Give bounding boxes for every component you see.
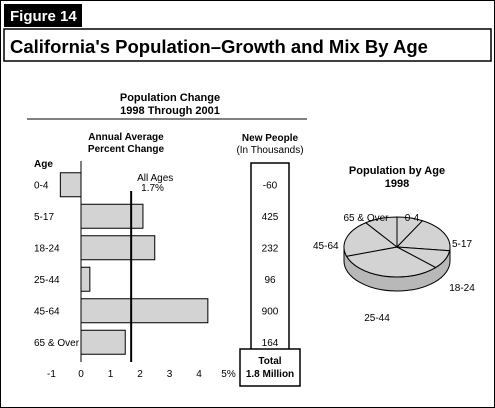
pie-chart-title: Population by Age: [349, 165, 445, 177]
category-label: 5-17: [34, 212, 54, 223]
bar-25-44: [80, 266, 91, 292]
pie-slice-65 & Over: [364, 216, 398, 249]
new-people-table: -60 425 232 96 900 164 Total 1.8 Million: [239, 162, 301, 387]
x-tick-label: 2: [137, 369, 143, 380]
category-label: 0-4: [34, 180, 49, 191]
bar-column-header-line-1: Annual Average: [88, 132, 164, 143]
table-header-line-1: New People: [242, 133, 299, 144]
table-value: -60: [263, 180, 278, 191]
pie-chart-subtitle: 1998: [385, 178, 409, 190]
pie-slice-45-64: [343, 222, 399, 257]
bar-45-64: [80, 298, 209, 324]
category-label: 65 & Over: [34, 338, 80, 349]
x-tick-label: 1: [108, 369, 114, 380]
x-tick-label: 0: [78, 369, 84, 380]
table-header-line-2: (In Thousands): [236, 145, 303, 156]
table-value: 164: [262, 338, 279, 349]
table-value: 232: [262, 243, 279, 254]
bar-5-17: [80, 203, 144, 229]
pie-label: 65 & Over: [343, 213, 389, 224]
pie-chart: 0-4 5-17 18-24 25-44 45-64 65 & Over: [313, 213, 475, 324]
category-label: 18-24: [34, 243, 60, 254]
reference-line-value: 1.7%: [141, 183, 164, 194]
pie-label: 0-4: [405, 213, 420, 224]
reference-line-label: All Ages: [137, 173, 173, 184]
pie-slice-25-44: [345, 246, 437, 278]
bar-chart-subtitle: 1998 Through 2001: [120, 105, 220, 117]
title-box: [3, 28, 492, 62]
pie-label: 25-44: [364, 313, 390, 324]
x-tick-label: 5%: [221, 369, 236, 380]
total-value: 1.8 Million: [246, 369, 294, 380]
x-tick-label: 4: [196, 369, 202, 380]
figure-title: California's Population–Growth and Mix B…: [10, 36, 428, 57]
pie-slice-5-17: [395, 220, 451, 252]
bar-18-24: [80, 235, 156, 261]
table-box: [250, 162, 290, 356]
x-tick-label: 3: [167, 369, 173, 380]
category-label: 25-44: [34, 275, 60, 286]
total-box: [239, 348, 301, 387]
pie-label: 5-17: [452, 239, 472, 250]
figure-badge: Figure 14: [10, 8, 77, 25]
pie-label: 18-24: [449, 283, 475, 294]
pie-label: 45-64: [313, 241, 339, 252]
age-header: Age: [34, 159, 53, 170]
total-label: Total: [258, 356, 281, 367]
figure-badge-bg: [4, 4, 82, 27]
table-value: 425: [262, 212, 279, 223]
bar-65 & Over: [80, 329, 126, 355]
bar-0-4: [59, 172, 82, 198]
table-value: 900: [262, 306, 279, 317]
category-label: 45-64: [34, 306, 60, 317]
bar-chart-title: Population Change: [120, 92, 220, 104]
x-tick-label: -1: [47, 369, 56, 380]
table-value: 96: [264, 275, 276, 286]
bar-column-header-line-2: Percent Change: [88, 144, 165, 155]
